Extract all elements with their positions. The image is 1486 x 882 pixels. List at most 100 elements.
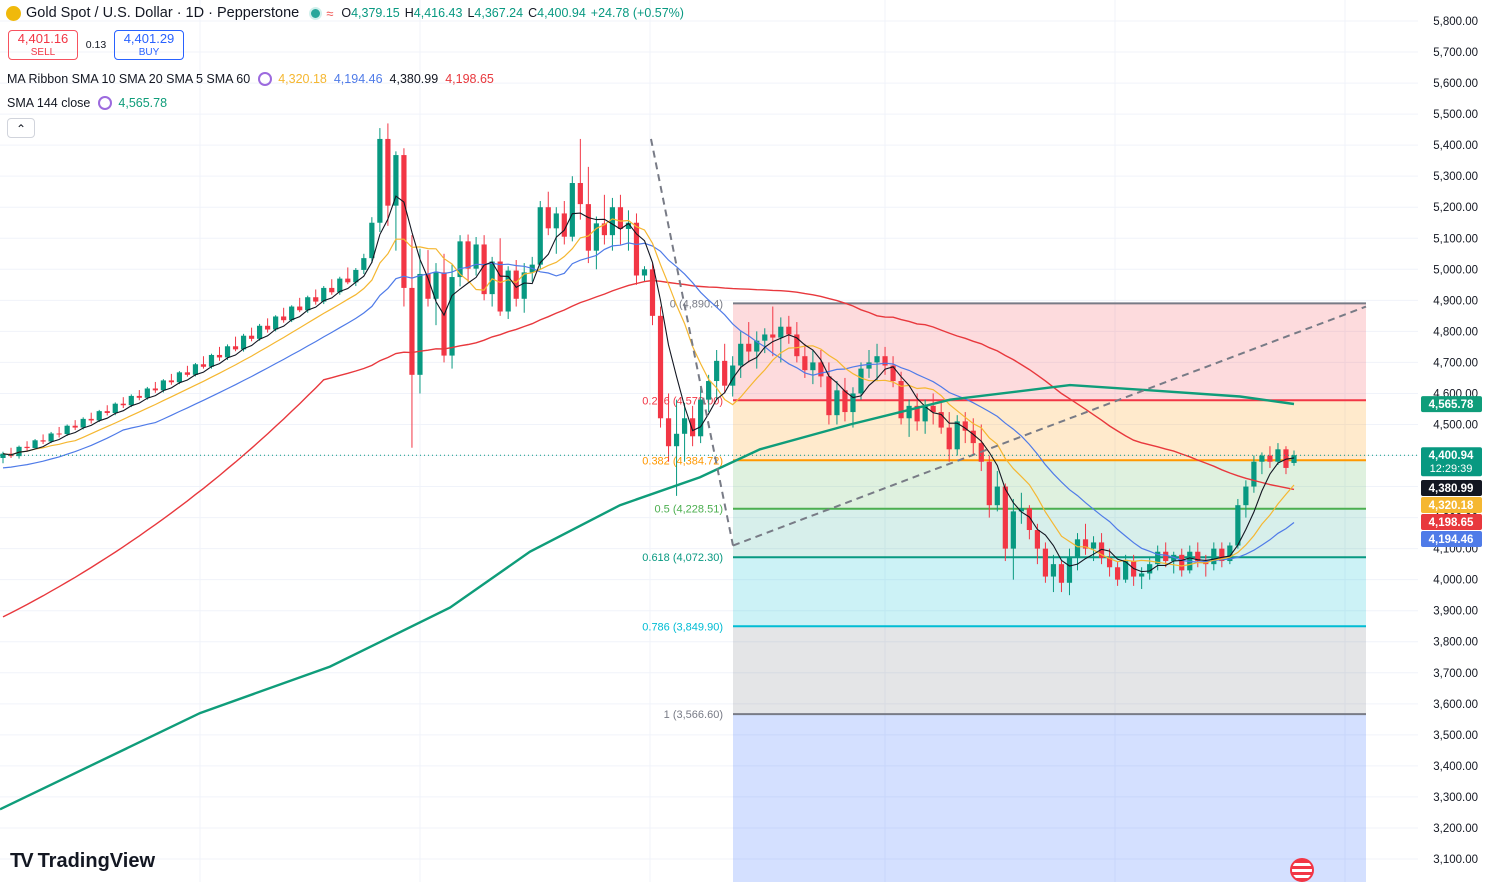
sma60-line (2, 279, 1295, 618)
candle-body (417, 273, 423, 375)
candle-body (1179, 554, 1185, 571)
sma20-line (2, 242, 1295, 563)
candle-body (96, 411, 102, 421)
candle-body (200, 364, 207, 367)
candle-body (882, 356, 888, 366)
candle-body (377, 138, 383, 223)
buy-button[interactable]: 4,401.29 BUY (114, 30, 184, 60)
indicator-settings-icon[interactable] (258, 72, 273, 86)
buy-label: BUY (138, 47, 160, 58)
fib-level-label: 0.786 (3,849.90) (642, 621, 723, 633)
price-axis-tick: 3,800.00 (1433, 637, 1478, 649)
sma144-value: 4,565.78 (118, 96, 168, 110)
candle-body (409, 287, 415, 375)
candle-body (834, 390, 840, 416)
candle-body (706, 381, 712, 400)
data-wave-icon: ≈ (326, 5, 334, 21)
candle-body (1018, 508, 1024, 512)
candle-body (850, 393, 856, 413)
candle-body (962, 421, 968, 431)
sma10-price-tag-bg (1421, 497, 1482, 513)
candle-body (216, 354, 223, 358)
sma5-price-tag-bg (1421, 480, 1482, 496)
symbol-title[interactable]: Gold Spot / U.S. Dollar · 1D · Peppersto… (26, 5, 300, 21)
price-axis-tick: 5,100.00 (1433, 233, 1478, 245)
trendline-down (650, 138, 734, 546)
candle-body (192, 364, 199, 375)
candle-body (1243, 486, 1249, 506)
candle-body (1211, 548, 1217, 565)
candle-body (56, 433, 62, 435)
candle-body (1155, 551, 1161, 565)
candle-body (184, 372, 191, 375)
price-axis-tick: 3,600.00 (1433, 699, 1478, 711)
candle-body (866, 362, 872, 369)
candle-body (297, 306, 303, 311)
candle-body (489, 261, 495, 295)
indicator-settings-icon[interactable] (98, 96, 113, 110)
price-axis-tick: 4,500.00 (1433, 419, 1478, 431)
us-flag-icon[interactable] (1290, 858, 1314, 882)
candle-body (1026, 508, 1032, 531)
candle-body (1090, 542, 1097, 549)
last-price-tag: 4,400.94 (1429, 450, 1474, 462)
candle-body (914, 405, 920, 422)
candle-body (794, 334, 800, 357)
market-open-icon (309, 6, 323, 20)
candle-body (72, 425, 78, 428)
candle-body (88, 418, 94, 421)
sma60-price-tag: 4,198.65 (1429, 517, 1474, 529)
sma144-legend[interactable]: SMA 144 close 4,565.78 (7, 96, 174, 110)
collapse-legend-button[interactable]: ⌃ (7, 118, 35, 138)
candle-body (649, 269, 656, 316)
candle-body (1034, 530, 1041, 549)
candle-body (930, 405, 936, 413)
close-label: C (528, 6, 538, 20)
price-axis-tick: 5,600.00 (1433, 78, 1478, 90)
tradingview-mark-icon: TV (10, 850, 34, 872)
candle-body (665, 418, 672, 447)
sma5-line (2, 195, 1295, 573)
close-value: 4,400.94 (537, 6, 586, 20)
candle-body (144, 388, 150, 398)
candle-body (433, 272, 439, 299)
candle-body (497, 261, 503, 312)
candle-body (690, 418, 696, 437)
candle-body (1098, 542, 1105, 558)
last-price-tag-bg (1421, 447, 1482, 477)
candle-body (168, 380, 174, 383)
price-axis-tick: 5,700.00 (1433, 47, 1478, 59)
candle-body (1123, 561, 1129, 580)
ribbon-value-sma5: 4,380.99 (389, 72, 439, 86)
candle-body (256, 325, 263, 339)
candle-body (657, 315, 664, 419)
candle-body (136, 395, 142, 398)
candle-body (1114, 567, 1121, 580)
candle-body (393, 155, 399, 206)
candle-body (762, 334, 768, 341)
candle-body (289, 306, 295, 321)
candle-body (425, 273, 431, 299)
candle-body (1275, 449, 1281, 462)
candle-body (465, 241, 471, 269)
ma-ribbon-legend[interactable]: MA Ribbon SMA 10 SMA 20 SMA 5 SMA 60 4,3… (7, 72, 501, 86)
candle-body (457, 241, 463, 278)
price-axis-tick: 3,400.00 (1433, 761, 1478, 773)
candle-body (826, 376, 832, 416)
candle-body (986, 461, 992, 506)
candle-body (1106, 557, 1113, 568)
candle-body (898, 381, 904, 419)
ribbon-value-sma60: 4,198.65 (445, 72, 494, 86)
price-axis-tick: 3,200.00 (1433, 823, 1478, 835)
candle-body (80, 418, 86, 428)
candle-body (922, 405, 928, 422)
price-axis-tick: 5,200.00 (1433, 202, 1478, 214)
candle-body (1050, 564, 1057, 577)
ribbon-value-sma20: 4,194.46 (333, 72, 383, 86)
sell-button[interactable]: 4,401.16 SELL (8, 30, 78, 60)
candle-body (120, 403, 126, 406)
candle-body (1002, 486, 1008, 549)
candle-body (1259, 455, 1265, 462)
candle-body (1042, 548, 1049, 577)
